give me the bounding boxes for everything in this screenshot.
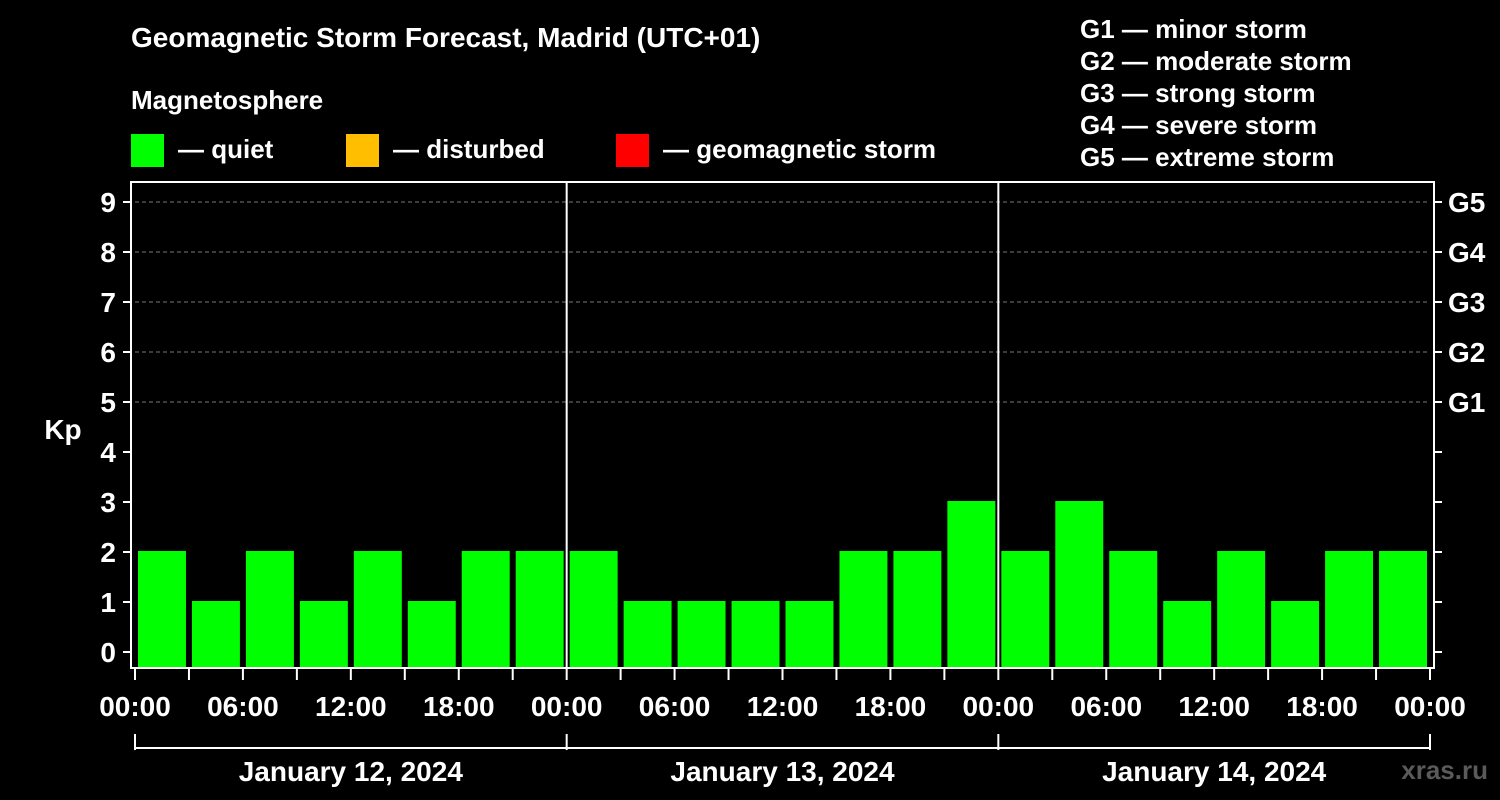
- kp-bar: [677, 601, 726, 668]
- kp-bar: [1001, 551, 1050, 668]
- storm-level-g1: G1 — minor storm: [1080, 14, 1307, 44]
- x-tick-label: 06:00: [207, 691, 279, 722]
- legend-label-disturbed: — disturbed: [393, 134, 545, 164]
- storm-level-tick-label: G4: [1448, 237, 1486, 268]
- x-tick-label: 12:00: [315, 691, 387, 722]
- x-tick-label: 12:00: [747, 691, 819, 722]
- kp-bar: [461, 551, 510, 668]
- day-label: January 14, 2024: [1102, 756, 1327, 787]
- storm-level-tick-label: G5: [1448, 187, 1485, 218]
- storm-level-tick-label: G1: [1448, 387, 1485, 418]
- legend-swatch-storm: [616, 134, 649, 167]
- kp-bar: [623, 601, 672, 668]
- kp-bar: [785, 601, 834, 668]
- x-tick-label: 00:00: [1394, 691, 1466, 722]
- kp-bar: [191, 601, 240, 668]
- kp-bar: [569, 551, 618, 668]
- legend-swatch-quiet: [131, 134, 164, 167]
- y-tick-label: 5: [100, 387, 116, 418]
- storm-level-g3: G3 — strong storm: [1080, 78, 1316, 108]
- x-tick-label: 00:00: [99, 691, 171, 722]
- kp-bar: [947, 501, 996, 668]
- x-tick-label: 00:00: [531, 691, 603, 722]
- y-axis-label: Kp: [44, 414, 81, 445]
- kp-bar: [299, 601, 348, 668]
- storm-level-g4: G4 — severe storm: [1080, 110, 1318, 140]
- x-tick-label: 06:00: [1070, 691, 1142, 722]
- kp-bar: [407, 601, 456, 668]
- chart-subtitle: Magnetosphere: [131, 85, 324, 115]
- y-tick-label: 7: [100, 287, 116, 318]
- y-tick-label: 3: [100, 487, 116, 518]
- legend-label-quiet: — quiet: [178, 134, 274, 164]
- kp-bar: [1163, 601, 1212, 668]
- y-tick-label: 6: [100, 337, 116, 368]
- chart-title: Geomagnetic Storm Forecast, Madrid (UTC+…: [131, 22, 761, 53]
- x-tick-label: 18:00: [1286, 691, 1358, 722]
- y-tick-label: 8: [100, 237, 116, 268]
- x-tick-label: 18:00: [423, 691, 495, 722]
- x-tick-label: 18:00: [855, 691, 927, 722]
- kp-bar: [839, 551, 888, 668]
- kp-bar: [353, 551, 402, 668]
- x-tick-label: 06:00: [639, 691, 711, 722]
- brand-watermark: xras.ru: [1401, 755, 1488, 785]
- x-tick-label: 00:00: [963, 691, 1035, 722]
- y-tick-label: 2: [100, 537, 116, 568]
- storm-level-tick-label: G2: [1448, 337, 1485, 368]
- day-label: January 12, 2024: [239, 756, 464, 787]
- x-tick-label: 12:00: [1178, 691, 1250, 722]
- kp-bar: [245, 551, 294, 668]
- y-tick-label: 0: [100, 637, 116, 668]
- storm-level-tick-label: G3: [1448, 287, 1485, 318]
- y-tick-label: 1: [100, 587, 116, 618]
- kp-bar: [1109, 551, 1158, 668]
- legend-label-storm: — geomagnetic storm: [663, 134, 937, 164]
- kp-bar: [1379, 551, 1427, 668]
- storm-level-list: G1 — minor storm G2 — moderate storm G3 …: [1080, 13, 1352, 173]
- y-tick-label: 4: [100, 437, 116, 468]
- kp-bar: [1271, 601, 1320, 668]
- storm-level-g5: G5 — extreme storm: [1080, 142, 1335, 172]
- y-tick-label: 9: [100, 187, 116, 218]
- storm-level-g2: G2 — moderate storm: [1080, 46, 1352, 76]
- kp-bar: [1325, 551, 1374, 668]
- kp-bar: [138, 551, 186, 668]
- legend-swatch-disturbed: [346, 134, 379, 167]
- kp-bar: [515, 551, 564, 668]
- kp-bar: [731, 601, 780, 668]
- day-label: January 13, 2024: [670, 756, 895, 787]
- kp-bar: [1055, 501, 1104, 668]
- kp-bar: [1217, 551, 1266, 668]
- kp-bar: [893, 551, 942, 668]
